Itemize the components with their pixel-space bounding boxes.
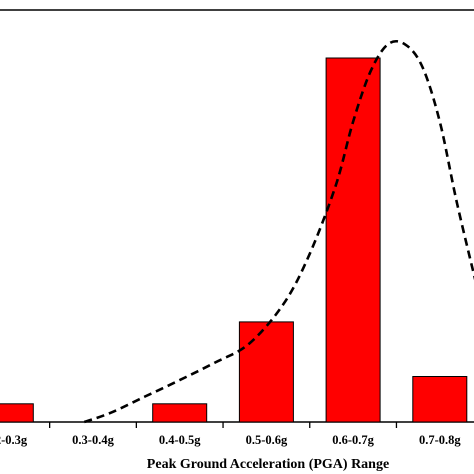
x-tick-label: 0.7-0.8g	[419, 433, 461, 447]
x-tick-label: 0.2-0.3g	[0, 433, 28, 447]
bar-0.5-0.6g	[238, 321, 294, 423]
bar-0.7-0.8g	[412, 376, 468, 423]
x-axis-ticks	[49, 422, 398, 428]
bar-series	[0, 57, 468, 423]
bar-0.4-0.5g	[152, 403, 208, 423]
x-tick-label: 0.4-0.5g	[159, 433, 201, 447]
bar-0.6-0.7g	[325, 57, 381, 423]
x-tick-label: 0.3-0.4g	[72, 433, 114, 447]
fitted-distribution-curve	[83, 39, 474, 424]
x-tick-label: 0.6-0.7g	[332, 433, 374, 447]
bar-0.2-0.3g	[0, 403, 34, 423]
x-tick-label: 0.5-0.6g	[246, 433, 288, 447]
x-axis-title: Peak Ground Acceleration (PGA) Range	[147, 457, 389, 472]
x-tick-labels: 0.2-0.3g 0.3-0.4g 0.4-0.5g 0.5-0.6g 0.6-0.7g…	[0, 433, 461, 447]
